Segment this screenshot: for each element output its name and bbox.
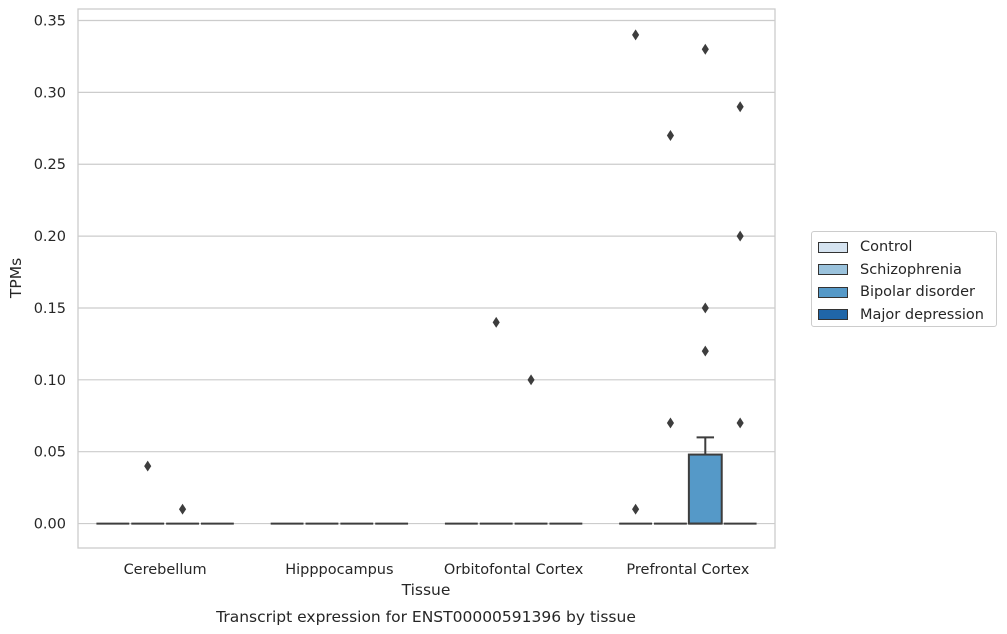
outlier-point xyxy=(736,230,744,242)
y-tick-label: 0.10 xyxy=(34,373,66,389)
outlier-point xyxy=(701,302,709,314)
legend-label: Schizophrenia xyxy=(860,261,962,278)
chart-title: Transcript expression for ENST0000059139… xyxy=(215,608,636,626)
legend-swatch xyxy=(818,241,848,253)
outlier-point xyxy=(666,130,675,141)
outlier-point xyxy=(492,316,500,328)
outlier-point xyxy=(666,417,675,429)
plot-frame xyxy=(77,8,776,549)
outlier-point xyxy=(144,460,152,472)
legend-swatch xyxy=(818,286,848,298)
y-tick-label: 0.00 xyxy=(34,517,66,533)
x-tick-labels: Cerebellum Hipppocampus Orbitofontal Corte… xyxy=(124,562,750,578)
outlier-point xyxy=(701,345,709,357)
y-tick-label: 0.15 xyxy=(34,301,66,317)
box-group xyxy=(166,503,199,525)
box-group xyxy=(723,101,757,525)
legend-item-major-depression: Major depression xyxy=(818,304,996,327)
outlier-point xyxy=(701,43,709,55)
legend-swatch xyxy=(818,309,848,321)
outlier-point xyxy=(736,101,744,113)
box-group xyxy=(131,460,165,525)
box-group xyxy=(479,316,513,525)
y-tick-label: 0.20 xyxy=(34,229,66,245)
x-tick-label: Cerebellum xyxy=(124,562,207,578)
legend-label: Bipolar disorder xyxy=(860,284,975,301)
outlier-point xyxy=(736,417,744,429)
outlier-point xyxy=(527,374,535,386)
y-tick-labels: 0.00 0.05 0.10 0.15 0.20 0.25 0.30 0.35 xyxy=(34,13,66,532)
x-tick-label: Orbitofontal Cortex xyxy=(444,562,584,578)
legend-swatch xyxy=(818,264,848,276)
outlier-point xyxy=(632,503,640,515)
y-tick-label: 0.05 xyxy=(34,445,66,461)
box-group xyxy=(619,29,653,525)
x-tick-label: Prefrontal Cortex xyxy=(626,562,749,578)
x-tick-label: Hipppocampus xyxy=(285,562,393,578)
plot-background xyxy=(78,9,775,548)
box-group xyxy=(514,374,548,525)
box xyxy=(687,453,723,525)
legend-item-schizophrenia: Schizophrenia xyxy=(818,259,996,282)
y-tick-label: 0.30 xyxy=(34,85,66,101)
legend: Control Schizophrenia Bipolar disorder M… xyxy=(811,231,997,327)
x-axis-label: Tissue xyxy=(401,581,451,599)
outlier-point xyxy=(178,503,187,515)
legend-item-control: Control xyxy=(818,236,996,259)
y-axis-label: TPMs xyxy=(7,258,25,299)
y-tick-label: 0.35 xyxy=(34,13,66,29)
legend-label: Control xyxy=(860,239,913,256)
box-group xyxy=(687,43,723,525)
y-tick-label: 0.25 xyxy=(34,157,66,173)
legend-label: Major depression xyxy=(860,306,984,323)
legend-item-bipolar-disorder: Bipolar disorder xyxy=(818,281,996,304)
outlier-point xyxy=(632,29,640,41)
boxes-layer xyxy=(96,29,757,525)
box-group xyxy=(654,130,687,525)
